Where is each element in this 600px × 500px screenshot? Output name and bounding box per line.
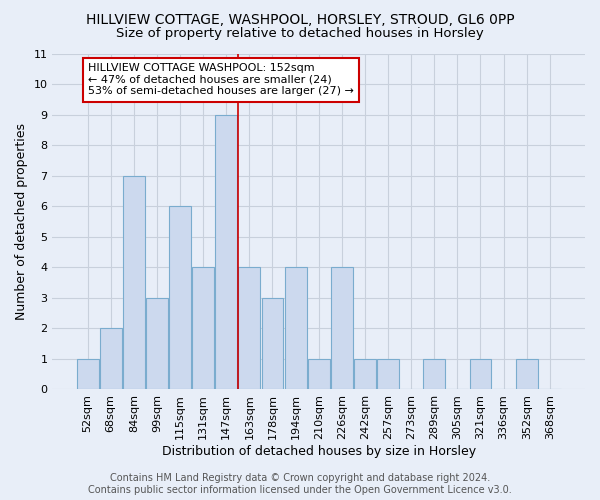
Text: HILLVIEW COTTAGE WASHPOOL: 152sqm
← 47% of detached houses are smaller (24)
53% : HILLVIEW COTTAGE WASHPOOL: 152sqm ← 47% … <box>88 63 354 96</box>
Bar <box>238 267 260 389</box>
Bar <box>262 298 283 389</box>
Bar <box>77 358 98 389</box>
Text: HILLVIEW COTTAGE, WASHPOOL, HORSLEY, STROUD, GL6 0PP: HILLVIEW COTTAGE, WASHPOOL, HORSLEY, STR… <box>86 12 514 26</box>
Bar <box>354 358 376 389</box>
Y-axis label: Number of detached properties: Number of detached properties <box>15 123 28 320</box>
Bar <box>331 267 353 389</box>
Bar <box>377 358 399 389</box>
Bar <box>215 115 237 389</box>
Bar <box>192 267 214 389</box>
Bar <box>423 358 445 389</box>
Bar <box>146 298 168 389</box>
Bar <box>169 206 191 389</box>
Bar <box>284 267 307 389</box>
Bar <box>100 328 122 389</box>
Text: Size of property relative to detached houses in Horsley: Size of property relative to detached ho… <box>116 28 484 40</box>
Bar <box>123 176 145 389</box>
X-axis label: Distribution of detached houses by size in Horsley: Distribution of detached houses by size … <box>161 444 476 458</box>
Bar <box>470 358 491 389</box>
Text: Contains HM Land Registry data © Crown copyright and database right 2024.
Contai: Contains HM Land Registry data © Crown c… <box>88 474 512 495</box>
Bar <box>308 358 329 389</box>
Bar <box>516 358 538 389</box>
